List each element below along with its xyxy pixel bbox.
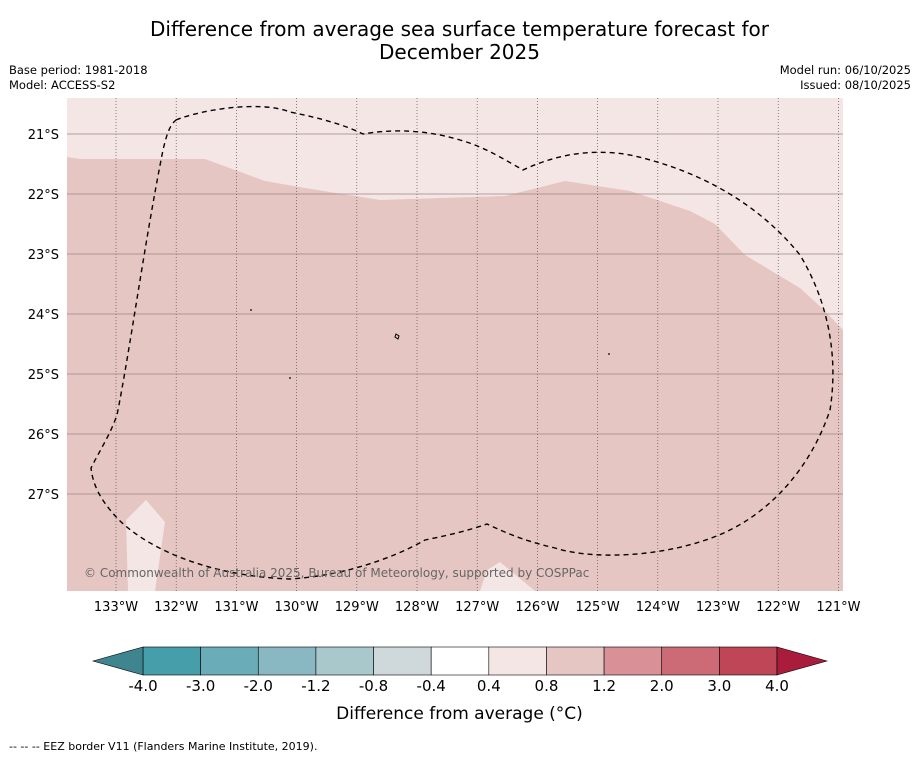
colorbar-segment xyxy=(546,646,605,676)
lon-label: 128°W xyxy=(395,600,439,615)
copyright-notice: © Commonwealth of Australia 2025, Bureau… xyxy=(84,566,589,580)
lon-label: 124°W xyxy=(636,600,680,615)
lon-label: 122°W xyxy=(756,600,800,615)
lon-label: 129°W xyxy=(335,600,379,615)
colorbar-segment xyxy=(200,646,259,676)
island-dot xyxy=(289,377,291,379)
lat-label: 26°S xyxy=(28,428,59,443)
colorbar-tick-label: 0.4 xyxy=(476,677,501,695)
lat-label: 27°S xyxy=(28,488,59,503)
lat-label: 25°S xyxy=(28,368,59,383)
colorbar-tick-label: -2.0 xyxy=(243,677,273,695)
colorbar-tick-label: -1.2 xyxy=(301,677,331,695)
colorbar-segment xyxy=(142,646,201,676)
lon-label: 126°W xyxy=(515,600,559,615)
colorbar-tick-label: 3.0 xyxy=(707,677,732,695)
lon-label: 127°W xyxy=(455,600,499,615)
colorbar-title: Difference from average (°C) xyxy=(336,704,583,724)
issued-date: Issued: 08/10/2025 xyxy=(800,78,911,92)
eez-footnote: -- -- -- EEZ border V11 (Flanders Marine… xyxy=(9,740,318,753)
lon-label: 125°W xyxy=(576,600,620,615)
lon-label: 121°W xyxy=(816,600,860,615)
colorbar-extend-low xyxy=(91,646,144,676)
colorbar-tick-label: 2.0 xyxy=(649,677,674,695)
chart-title: Difference from average sea surface temp… xyxy=(0,18,919,64)
colorbar-tick-label: -0.8 xyxy=(358,677,389,695)
colorbar-segment xyxy=(488,646,547,676)
meta-left: Base period: 1981-2018 Model: ACCESS-S2 xyxy=(9,63,148,93)
colorbar-segment xyxy=(373,646,432,676)
meta-right: Model run: 06/10/2025 Issued: 08/10/2025 xyxy=(780,63,911,93)
colorbar-segment xyxy=(257,646,317,676)
colorbar-segment xyxy=(719,646,778,676)
island-marker xyxy=(394,333,400,340)
lon-label: 131°W xyxy=(214,600,258,615)
title-line-1: Difference from average sea surface temp… xyxy=(149,17,769,41)
lat-label: 22°S xyxy=(28,188,59,203)
lon-label: 133°W xyxy=(94,600,138,615)
forecast-map: © Commonwealth of Australia 2025, Bureau… xyxy=(28,98,861,615)
lon-label: 123°W xyxy=(696,600,740,615)
colorbar-tick-label: 0.8 xyxy=(534,677,559,695)
colorbar-extend-high xyxy=(776,646,829,676)
base-period: Base period: 1981-2018 xyxy=(9,63,148,77)
lat-label: 21°S xyxy=(28,128,59,143)
island-dot xyxy=(608,353,610,355)
colorbar-tick-label: -3.0 xyxy=(185,677,216,695)
model-name: Model: ACCESS-S2 xyxy=(9,78,116,92)
colorbar-segment xyxy=(603,646,663,676)
colorbar-tick-label: -0.4 xyxy=(416,677,446,695)
eez-border xyxy=(90,105,834,580)
colorbar-tick-label: -4.0 xyxy=(128,677,158,695)
model-run: Model run: 06/10/2025 xyxy=(779,63,911,77)
colorbar-tick-label: 1.2 xyxy=(592,677,617,695)
lon-label: 132°W xyxy=(154,600,198,615)
colorbar-segment xyxy=(315,646,374,676)
lon-label: 130°W xyxy=(275,600,319,615)
colorbar-segment xyxy=(661,646,720,676)
colorbar-segment xyxy=(430,646,490,676)
lat-label: 24°S xyxy=(28,308,59,323)
colorbar-tick-label: 4.0 xyxy=(765,677,789,695)
lat-label: 23°S xyxy=(28,248,59,263)
island-dot xyxy=(250,309,252,311)
colorbar xyxy=(91,646,829,676)
title-line-2: December 2025 xyxy=(379,40,540,64)
